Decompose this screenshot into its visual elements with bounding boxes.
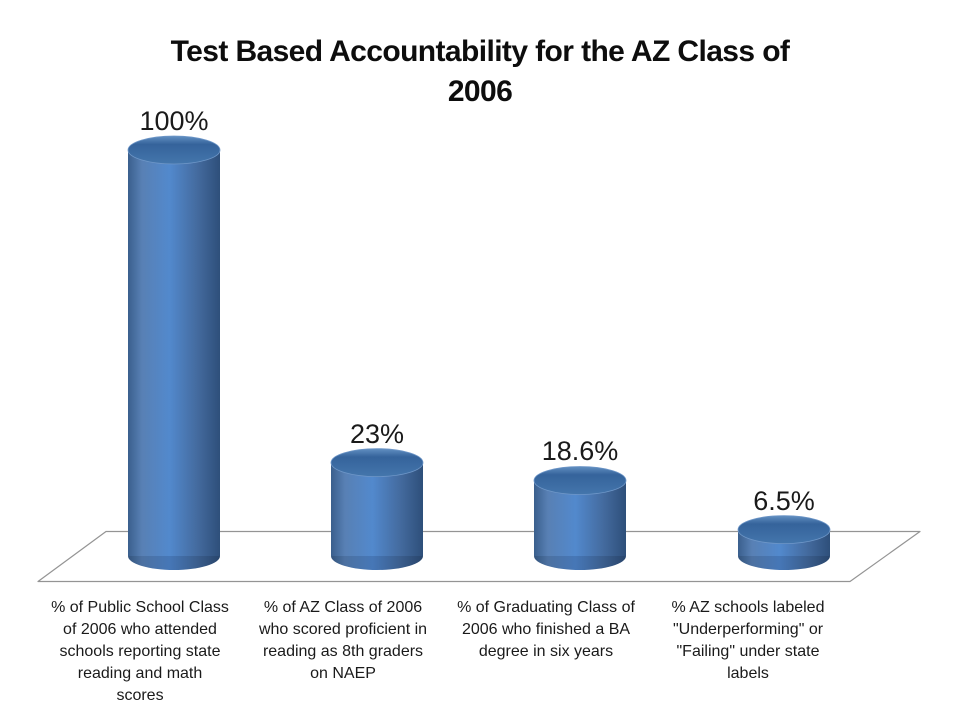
value-label-3: 18.6% — [541, 436, 619, 467]
value-label-4: 6.5% — [753, 485, 815, 516]
value-label-2: 23% — [349, 418, 405, 449]
cylinder-top-cap — [533, 466, 627, 495]
category-label-2: % of AZ Class of 2006 who scored profici… — [258, 599, 428, 682]
cylinder-bar-3 — [533, 466, 627, 570]
cylinder-bar-1 — [127, 135, 221, 570]
category-label-4: % AZ schools labeled "Underperforming" o… — [671, 599, 825, 682]
cylinder-top-cap — [737, 515, 831, 545]
cylinder-body — [128, 150, 220, 556]
chart-floor — [37, 530, 921, 583]
cylinder-bar-4 — [737, 515, 831, 570]
cylinder-body — [331, 462, 423, 556]
cylinder-top-cap — [330, 448, 424, 478]
category-label-3: % of Graduating Class of 2006 who finish… — [457, 599, 635, 660]
cylinder-bar-2 — [330, 448, 424, 570]
cylinder-top-cap — [127, 135, 221, 165]
category-label-1: % of Public School Class of 2006 who att… — [51, 599, 229, 704]
chart-title: Test Based Accountability for the AZ Cla… — [170, 35, 790, 109]
value-label-1: 100% — [139, 106, 209, 136]
